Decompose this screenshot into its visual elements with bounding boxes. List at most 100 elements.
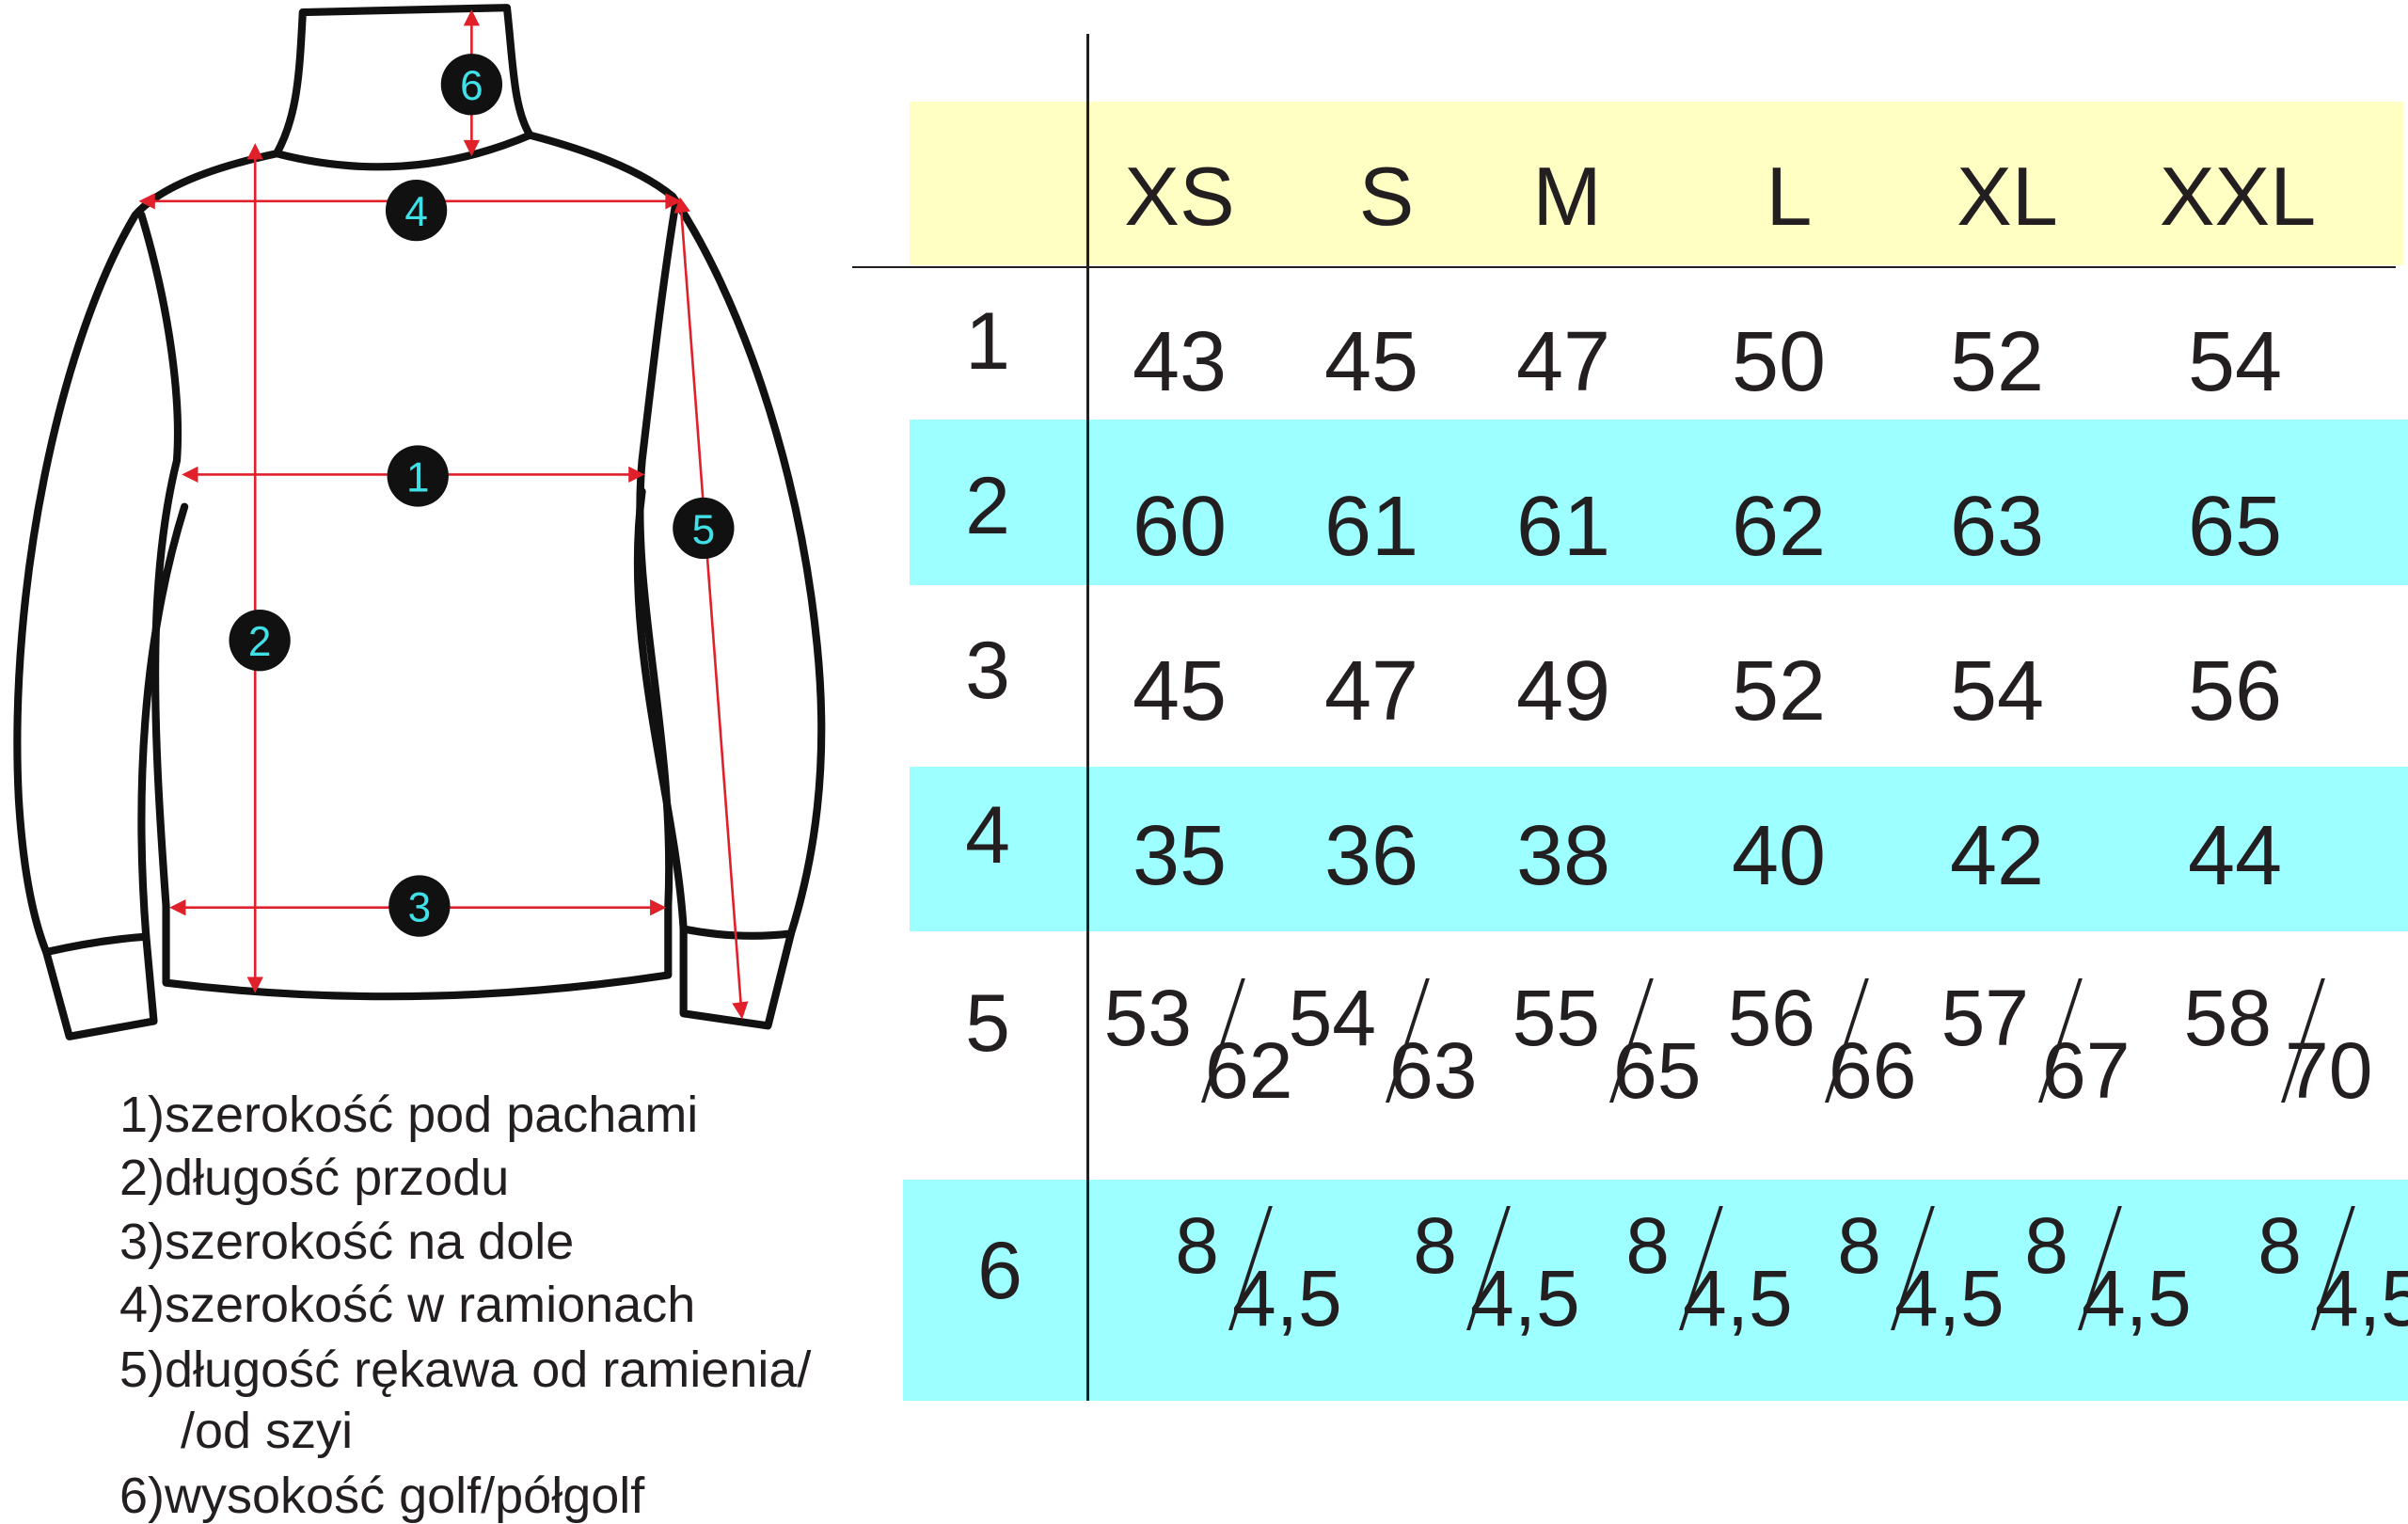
body-outline bbox=[13, 150, 281, 1040]
row-label-6: 6 bbox=[977, 1226, 1022, 1316]
legend-item: 3)szerokość na dole bbox=[119, 1214, 575, 1270]
fraction-numerator: 8 bbox=[2258, 1201, 2302, 1290]
fraction-cell: 8 4,5 bbox=[1804, 1201, 2004, 1338]
fraction-cell: 58 70 bbox=[2184, 978, 2383, 1115]
marker-4: 4 bbox=[385, 179, 448, 242]
fraction-denominator: 62 bbox=[1205, 1026, 1293, 1115]
fraction-cell: 54 63 bbox=[1289, 978, 1487, 1115]
fraction-cell: 8 4,5 bbox=[1991, 1201, 2192, 1338]
svg-text:4: 4 bbox=[404, 189, 428, 235]
table-cell: 52 bbox=[1949, 315, 2045, 409]
svg-text:6: 6 bbox=[460, 63, 483, 109]
table-cell: 35 bbox=[1132, 809, 1228, 903]
fraction-numerator: 8 bbox=[1625, 1201, 1670, 1290]
size-header-m: M bbox=[1532, 150, 1602, 243]
fraction-denominator: 4,5 bbox=[2082, 1254, 2192, 1342]
table-cell: 61 bbox=[1323, 480, 1419, 574]
table-cell: 45 bbox=[1132, 644, 1228, 738]
body-sides bbox=[137, 198, 680, 1001]
table-cell: 50 bbox=[1731, 315, 1827, 409]
marker-3: 3 bbox=[388, 875, 451, 937]
fraction-numerator: 56 bbox=[1727, 974, 1815, 1062]
fraction-cell: 55 65 bbox=[1513, 978, 1711, 1115]
table-cell: 52 bbox=[1731, 644, 1827, 738]
fraction-cell: 8 4,5 bbox=[2225, 1206, 2408, 1338]
collar-outline bbox=[272, 4, 534, 171]
svg-text:5: 5 bbox=[692, 507, 716, 553]
row-label-2: 2 bbox=[965, 461, 1010, 551]
svg-text:1: 1 bbox=[406, 454, 430, 500]
row-label-4: 4 bbox=[965, 790, 1010, 881]
row-label-5: 5 bbox=[965, 978, 1010, 1069]
fraction-denominator: 67 bbox=[2042, 1026, 2131, 1115]
size-header-xl: XL bbox=[1956, 150, 2058, 243]
size-header-s: S bbox=[1358, 150, 1415, 243]
fraction-numerator: 8 bbox=[1413, 1201, 1457, 1290]
table-cell: 43 bbox=[1132, 315, 1228, 409]
table-cell: 42 bbox=[1949, 809, 2045, 903]
fraction-cell: 57 67 bbox=[1941, 978, 2140, 1115]
row-2-band bbox=[910, 420, 2408, 585]
fraction-denominator: 70 bbox=[2285, 1026, 2373, 1115]
table-cell: 60 bbox=[1132, 480, 1228, 574]
fraction-numerator: 55 bbox=[1512, 974, 1600, 1062]
fraction-numerator: 8 bbox=[2024, 1201, 2068, 1290]
table-cell: 54 bbox=[1949, 644, 2045, 738]
legend-item: 6)wysokość golf/półgolf bbox=[119, 1468, 645, 1524]
row-label-1: 1 bbox=[965, 296, 1010, 387]
fraction-numerator: 8 bbox=[1175, 1201, 1219, 1290]
row-6-band bbox=[903, 1180, 2408, 1401]
table-cell: 47 bbox=[1323, 644, 1419, 738]
fraction-denominator: 4,5 bbox=[2315, 1254, 2408, 1342]
table-header-divider bbox=[852, 266, 2396, 268]
table-cell: 44 bbox=[2187, 809, 2283, 903]
fraction-denominator: 4,5 bbox=[1683, 1254, 1793, 1342]
fraction-denominator: 63 bbox=[1389, 1026, 1478, 1115]
table-cell: 61 bbox=[1515, 480, 1611, 574]
fraction-numerator: 57 bbox=[1941, 974, 2029, 1062]
table-cell: 54 bbox=[2187, 315, 2283, 409]
table-cell: 36 bbox=[1323, 809, 1419, 903]
marker-1: 1 bbox=[387, 445, 449, 507]
fraction-numerator: 54 bbox=[1288, 974, 1376, 1062]
size-header-xs: XS bbox=[1124, 150, 1235, 243]
table-cell: 40 bbox=[1731, 809, 1827, 903]
legend-item: /od szyi bbox=[181, 1403, 354, 1459]
table-cell: 49 bbox=[1515, 644, 1611, 738]
fraction-numerator: 58 bbox=[2183, 974, 2272, 1062]
legend-item: 2)długość przodu bbox=[119, 1150, 510, 1206]
table-cell: 62 bbox=[1731, 480, 1827, 574]
fraction-cell: 8 4,5 bbox=[1380, 1201, 1580, 1338]
fraction-cell: 53 62 bbox=[1104, 978, 1303, 1115]
table-cell: 63 bbox=[1949, 480, 2045, 574]
fraction-denominator: 4,5 bbox=[1470, 1254, 1580, 1342]
table-vertical-divider bbox=[1086, 34, 1089, 1401]
table-cell: 38 bbox=[1515, 809, 1611, 903]
marker-2: 2 bbox=[229, 610, 291, 672]
fraction-cell: 56 66 bbox=[1728, 978, 1926, 1115]
fraction-denominator: 66 bbox=[1829, 1026, 1917, 1115]
cuff-lines bbox=[42, 925, 795, 957]
fraction-numerator: 8 bbox=[1837, 1201, 1881, 1290]
svg-text:2: 2 bbox=[248, 619, 272, 665]
fraction-cell: 8 4,5 bbox=[1592, 1201, 1793, 1338]
legend-item: 1)szerokość pod pachami bbox=[119, 1087, 699, 1143]
size-header-xxl: XXL bbox=[2159, 150, 2317, 243]
fraction-cell: 8 4,5 bbox=[1142, 1201, 1342, 1338]
fraction-numerator: 53 bbox=[1103, 974, 1192, 1062]
legend-item: 5)długość rękawa od ramienia/ bbox=[119, 1341, 812, 1398]
table-cell: 56 bbox=[2187, 644, 2283, 738]
table-cell: 47 bbox=[1515, 315, 1611, 409]
table-cell: 45 bbox=[1323, 315, 1419, 409]
svg-text:3: 3 bbox=[408, 884, 432, 930]
size-header-l: L bbox=[1766, 150, 1813, 243]
measure-line-5 bbox=[679, 199, 743, 1017]
body-outline-right bbox=[526, 131, 826, 1030]
marker-5: 5 bbox=[673, 497, 735, 560]
fraction-denominator: 65 bbox=[1613, 1026, 1702, 1115]
fraction-denominator: 4,5 bbox=[1232, 1254, 1342, 1342]
size-header-band bbox=[910, 102, 2403, 265]
marker-6: 6 bbox=[440, 54, 503, 116]
table-cell: 65 bbox=[2187, 480, 2283, 574]
